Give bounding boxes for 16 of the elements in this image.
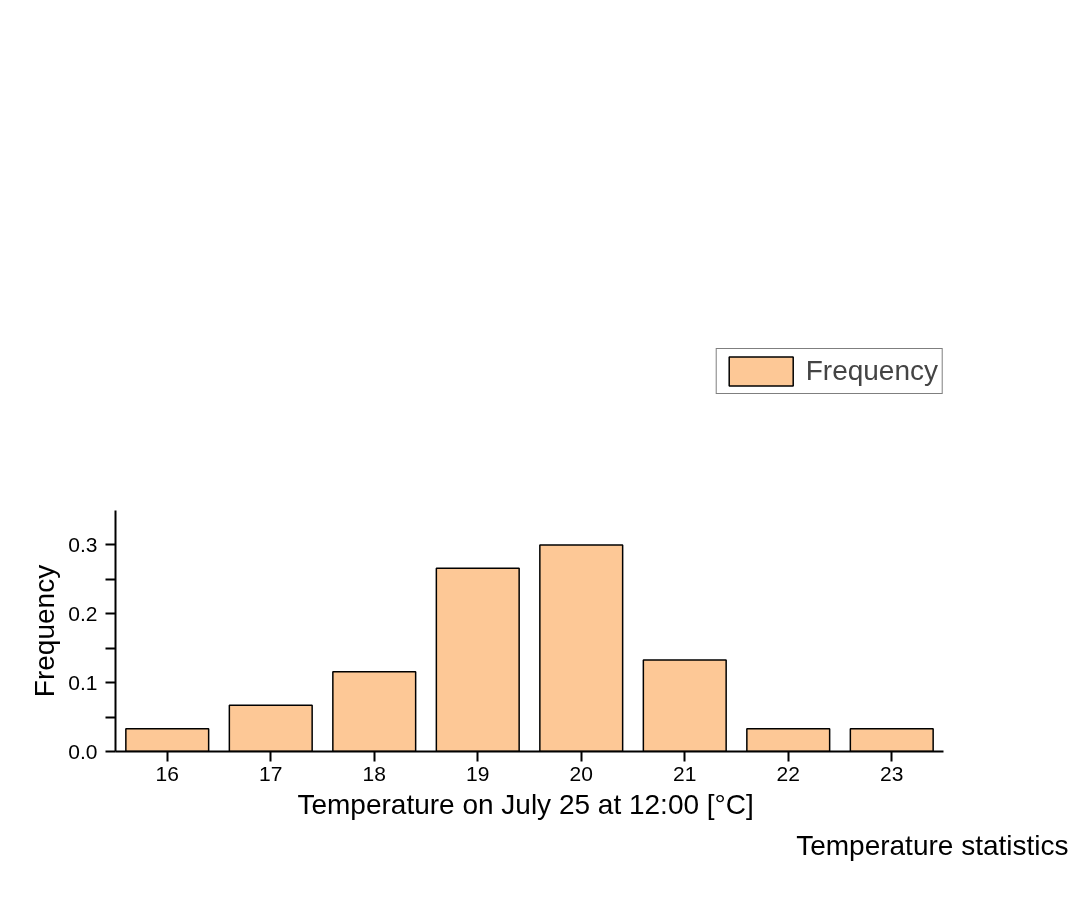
text: Temperature statistics xyxy=(796,829,1069,861)
x-tick-label: 21 xyxy=(673,761,697,785)
x-tick-label: 20 xyxy=(569,761,593,785)
y-tick-label: 0.0 xyxy=(68,739,98,763)
x-tick-label: 23 xyxy=(880,761,904,785)
x-tick-label: 18 xyxy=(362,761,386,785)
x-tick-label: 17 xyxy=(259,761,283,785)
y-tick-label: 0.3 xyxy=(68,532,98,556)
y-tick-label: 0.1 xyxy=(68,670,98,694)
x-tick-label: 22 xyxy=(776,761,800,785)
legend-label: Frequency xyxy=(805,355,938,387)
y-axis-title: Frequency xyxy=(29,564,61,698)
x-tick-label: 16 xyxy=(155,761,179,785)
x-axis-title: Temperature on July 25 at 12:00 [°C] xyxy=(297,788,754,820)
x-tick-label: 19 xyxy=(466,761,490,785)
y-tick-label: 0.2 xyxy=(68,601,98,625)
